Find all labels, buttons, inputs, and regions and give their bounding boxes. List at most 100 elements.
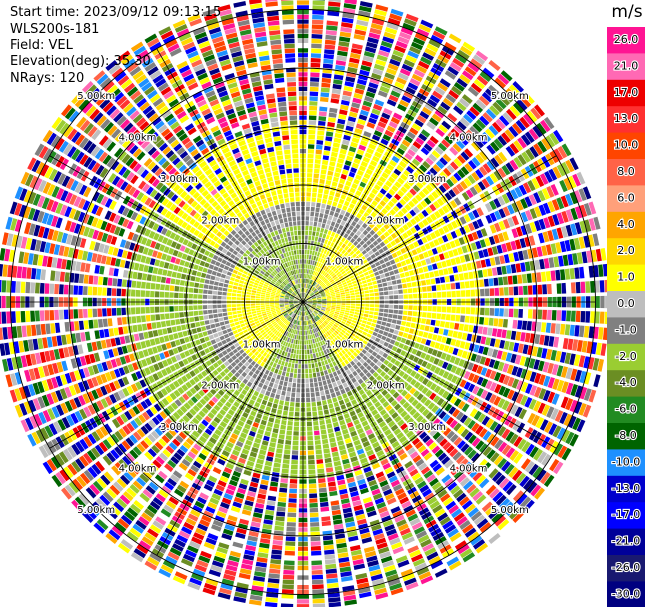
velocity-gate — [416, 28, 430, 38]
velocity-gate — [434, 86, 446, 96]
velocity-gate — [353, 178, 360, 185]
velocity-gate — [461, 94, 473, 104]
velocity-gate — [550, 323, 556, 334]
velocity-gate — [324, 453, 331, 459]
velocity-gate — [564, 239, 571, 252]
velocity-gate — [453, 197, 462, 206]
velocity-gate — [299, 349, 302, 355]
velocity-gate — [320, 501, 329, 507]
velocity-gate — [289, 488, 297, 494]
velocity-gate — [534, 206, 542, 218]
velocity-gate — [421, 360, 428, 368]
velocity-gate — [498, 220, 506, 231]
velocity-gate — [344, 312, 350, 316]
velocity-gate — [403, 59, 415, 68]
velocity-gate — [358, 10, 371, 18]
velocity-gate — [384, 72, 395, 80]
velocity-gate — [310, 392, 315, 398]
velocity-gate — [345, 267, 350, 272]
velocity-gate — [377, 283, 383, 288]
velocity-gate — [312, 270, 316, 276]
velocity-gate — [446, 232, 453, 241]
velocity-gate — [407, 288, 413, 294]
velocity-gate — [356, 237, 362, 243]
velocity-gate — [429, 135, 439, 145]
velocity-gate — [464, 342, 471, 350]
velocity-gate — [273, 535, 284, 541]
velocity-gate — [441, 205, 450, 214]
velocity-gate — [322, 365, 327, 371]
velocity-gate — [324, 39, 336, 45]
velocity-gate — [366, 256, 372, 262]
velocity-gate — [347, 241, 353, 247]
velocity-gate — [315, 352, 319, 358]
velocity-gate — [435, 320, 441, 327]
velocity-gate — [518, 309, 523, 318]
velocity-gate — [325, 261, 330, 267]
velocity-gate — [328, 403, 334, 409]
velocity-gate — [415, 350, 422, 357]
velocity-gate — [526, 321, 532, 331]
velocity-gate — [425, 157, 434, 166]
velocity-gate — [323, 272, 328, 277]
velocity-gate — [432, 90, 443, 100]
velocity-gate — [265, 509, 275, 516]
velocity-gate — [316, 306, 321, 309]
velocity-gate — [360, 323, 366, 328]
velocity-gate — [415, 137, 425, 146]
velocity-gate — [572, 253, 579, 265]
velocity-gate — [409, 188, 417, 196]
velocity-gate — [475, 425, 484, 435]
velocity-gate — [400, 173, 408, 181]
velocity-gate — [476, 207, 484, 217]
velocity-gate — [326, 298, 332, 300]
velocity-gate — [450, 365, 458, 374]
velocity-gate — [322, 270, 326, 276]
velocity-gate — [401, 278, 407, 283]
velocity-gate — [286, 391, 291, 397]
velocity-gate — [361, 204, 368, 211]
velocity-gate — [303, 297, 305, 302]
velocity-gate — [434, 109, 445, 119]
velocity-gate — [370, 296, 375, 300]
velocity-gate — [414, 32, 428, 42]
velocity-gate — [294, 363, 298, 369]
velocity-gate — [285, 435, 292, 441]
velocity-gate — [583, 388, 592, 401]
velocity-gate — [304, 288, 307, 293]
velocity-gate — [341, 237, 346, 243]
velocity-gate — [496, 328, 503, 338]
velocity-gate — [259, 404, 266, 410]
velocity-gate — [275, 520, 285, 527]
velocity-gate — [592, 233, 600, 246]
velocity-gate — [547, 309, 552, 320]
velocity-gate — [566, 310, 571, 322]
velocity-gate — [283, 565, 295, 570]
velocity-gate — [369, 293, 375, 297]
velocity-gate — [466, 333, 473, 342]
velocity-gate — [312, 5, 325, 11]
velocity-gate — [270, 481, 279, 487]
velocity-gate — [510, 240, 517, 251]
velocity-gate — [440, 352, 447, 360]
velocity-gate — [400, 350, 407, 357]
velocity-gate — [581, 340, 588, 353]
velocity-gate — [311, 560, 323, 566]
velocity-gate — [446, 306, 452, 313]
velocity-gate — [459, 97, 470, 108]
velocity-gate — [291, 348, 294, 354]
velocity-gate — [355, 249, 361, 255]
velocity-gate — [438, 124, 448, 134]
velocity-gate — [438, 227, 445, 236]
velocity-gate — [345, 180, 352, 187]
velocity-gate — [370, 304, 375, 308]
velocity-gate — [407, 334, 413, 340]
velocity-gate — [497, 195, 506, 206]
velocity-gate — [340, 173, 347, 180]
velocity-gate — [371, 351, 378, 357]
velocity-gate — [361, 280, 367, 284]
velocity-gate — [352, 227, 358, 234]
velocity-gate — [383, 313, 388, 318]
velocity-gate — [353, 286, 359, 290]
